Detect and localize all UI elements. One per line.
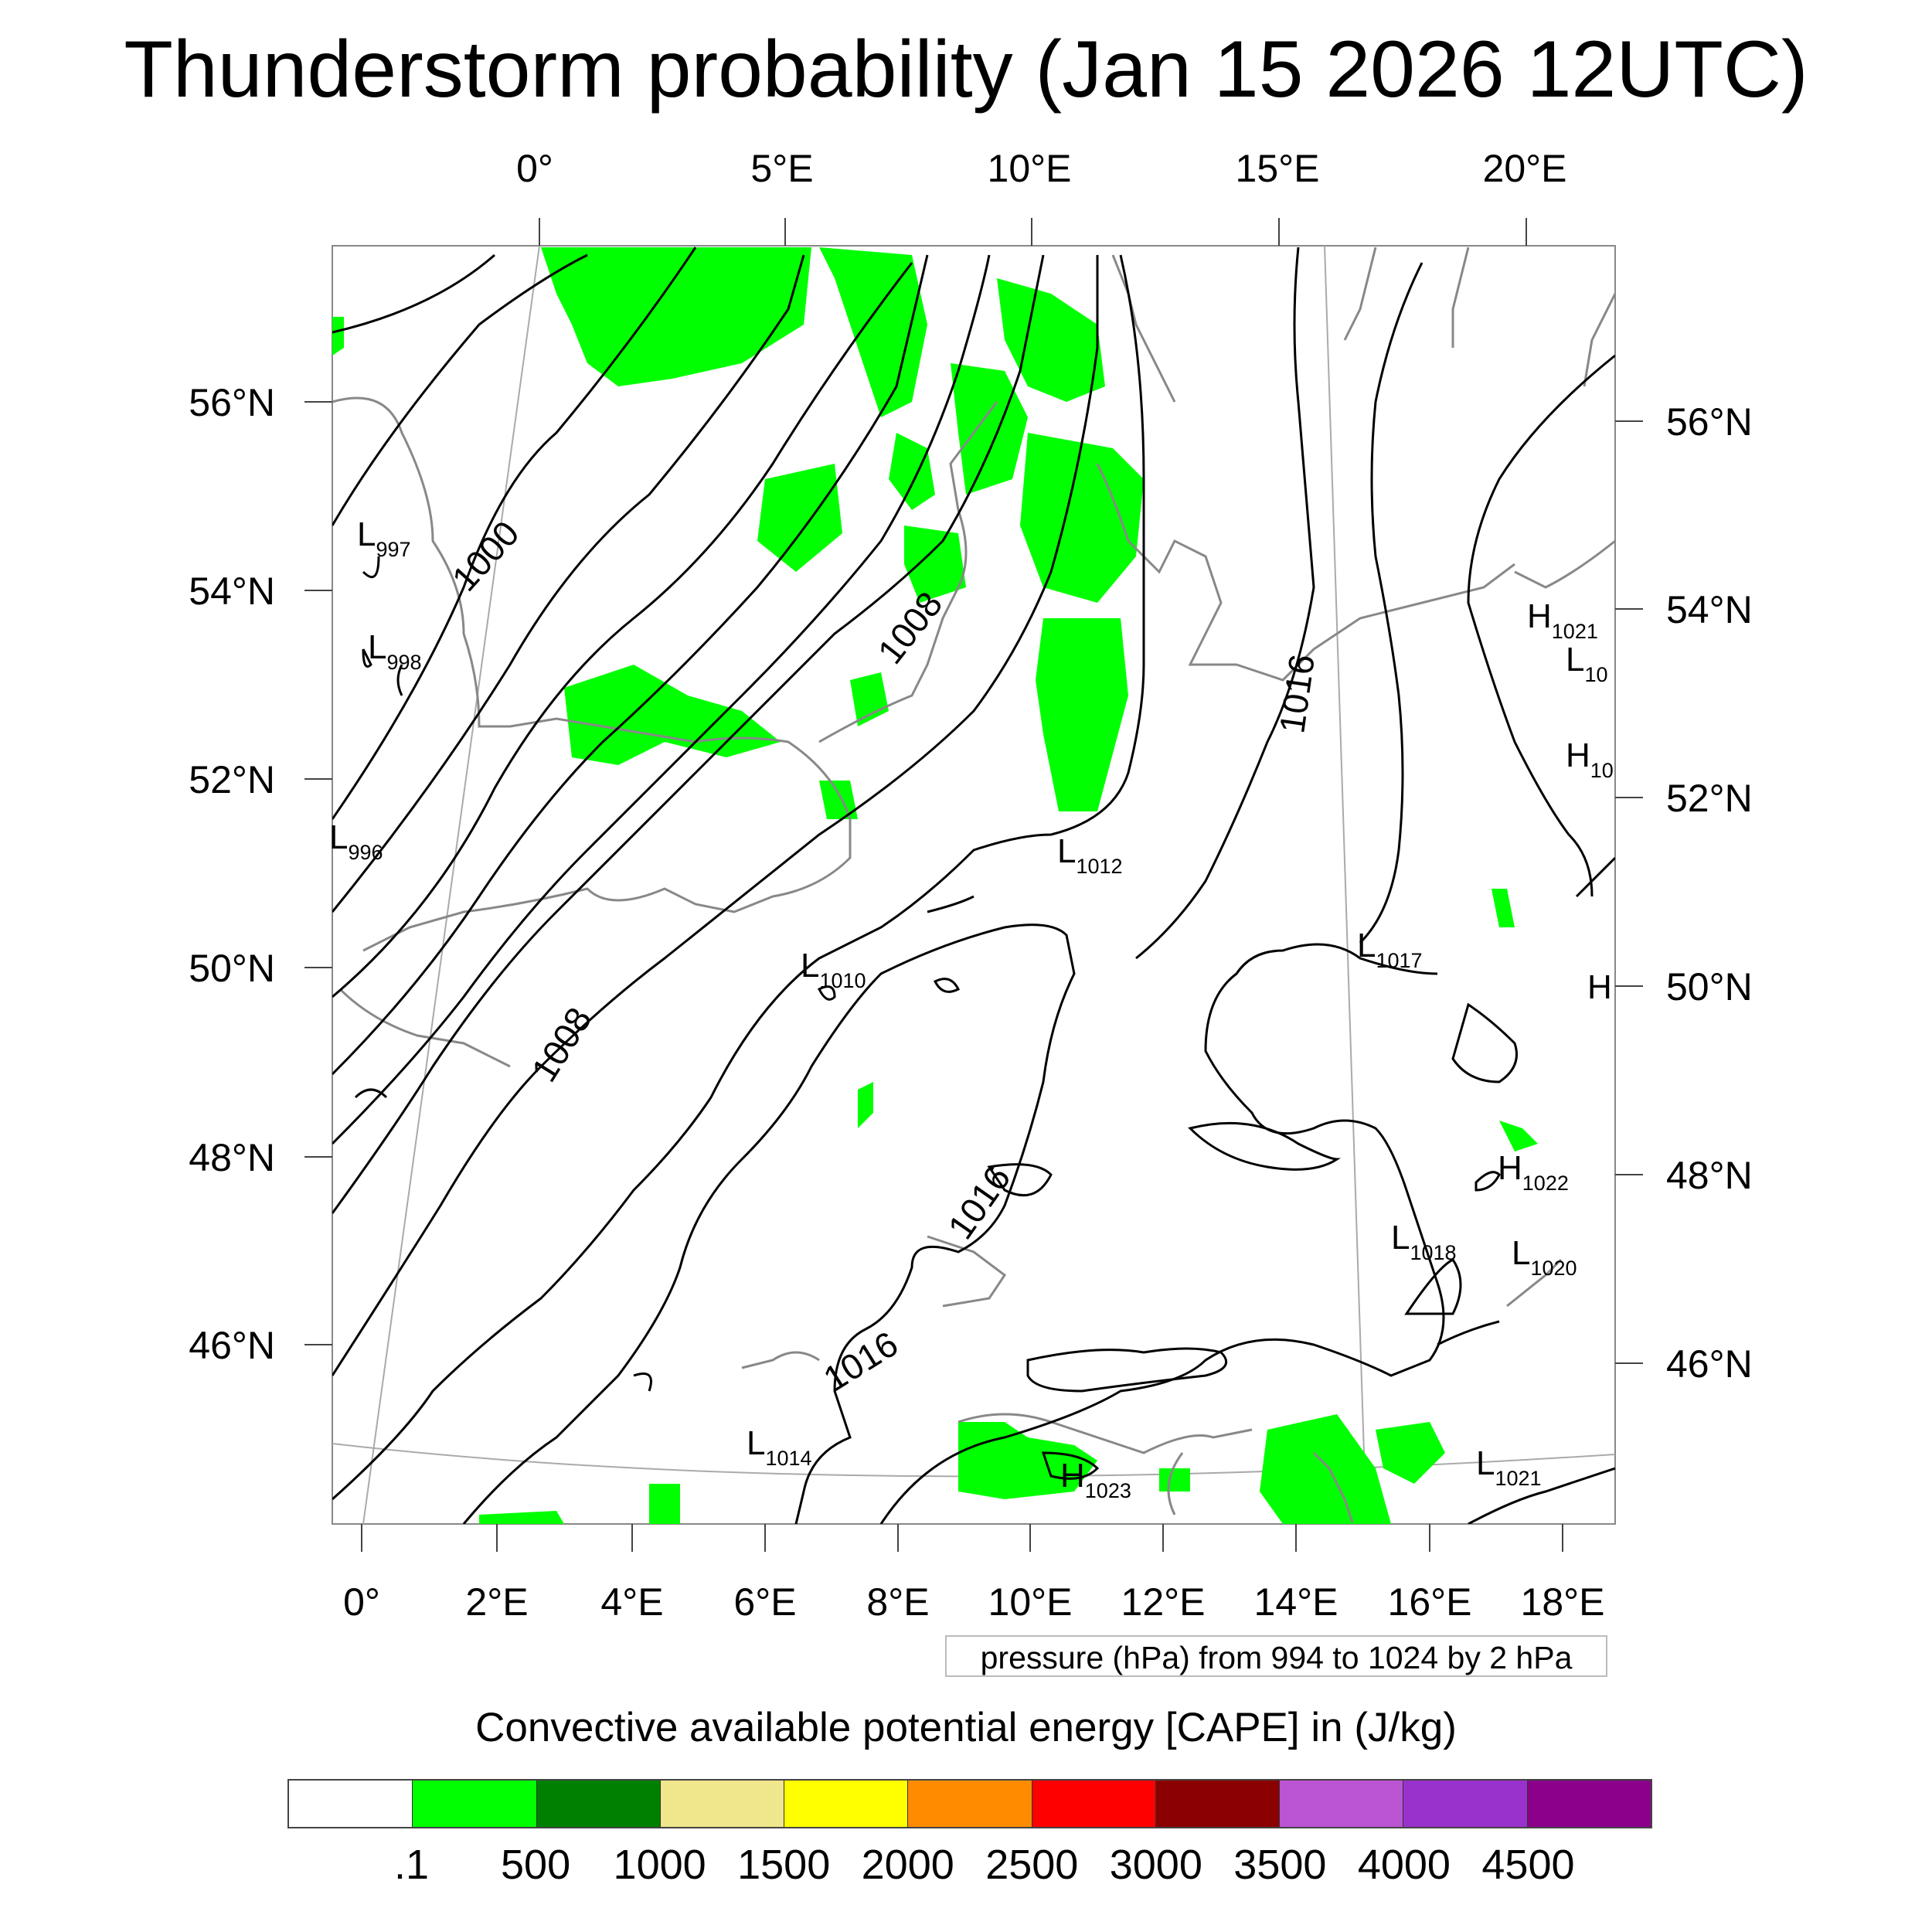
bottom-lon-label: 16°E <box>1388 1580 1472 1624</box>
right-lat-label: 56°N <box>1666 400 1753 444</box>
colorbar-label: 3000 <box>1109 1842 1202 1888</box>
colorbar-box <box>1280 1781 1404 1827</box>
pressure-center-label: L1018 <box>1391 1219 1457 1264</box>
left-lat-label: 46°N <box>189 1324 275 1367</box>
pressure-center-label: H1021 <box>1527 597 1598 643</box>
bottom-lon-label: 18°E <box>1521 1580 1605 1624</box>
colorbar-label: 1500 <box>737 1842 831 1888</box>
colorbar-label: 2500 <box>985 1842 1079 1888</box>
top-lon-label: 15°E <box>1236 147 1320 190</box>
colorbar-label: 4000 <box>1357 1842 1451 1888</box>
cape-areas <box>332 247 1538 1524</box>
left-lat-label: 50°N <box>189 947 275 990</box>
right-lat-label: 50°N <box>1666 965 1753 1009</box>
pressure-center-label: H1022 <box>1498 1149 1569 1195</box>
pressure-center-label: H1023 <box>1060 1457 1131 1502</box>
left-lat-label: 52°N <box>189 758 275 801</box>
bottom-lon-label: 4°E <box>600 1580 663 1624</box>
colorbar-box <box>1032 1781 1156 1827</box>
bottom-lon-label: 2°E <box>465 1580 528 1624</box>
colorbar-labels: .1 500 1000 1500 2000 2500 3000 3500 400… <box>0 1838 1932 1892</box>
colorbar-box <box>1155 1781 1281 1827</box>
pressure-center-label: L1014 <box>747 1424 812 1470</box>
pressure-center-label: L996 <box>329 818 383 864</box>
colorbar-label: 1000 <box>613 1842 706 1888</box>
colorbar-label: 4500 <box>1481 1842 1575 1888</box>
colorbar-box <box>536 1781 661 1827</box>
bottom-lon-label: 0° <box>343 1580 380 1624</box>
top-lon-label: 10°E <box>988 147 1072 190</box>
pressure-center-label: L997 <box>357 515 411 561</box>
right-lat-label: 52°N <box>1666 777 1753 820</box>
bottom-lon-label: 8°E <box>866 1580 929 1624</box>
colorbar-box <box>660 1781 785 1827</box>
pressure-center-label: H10 <box>1566 736 1614 782</box>
colorbar-title: Convective available potential energy [C… <box>475 1705 1457 1750</box>
colorbar-box <box>908 1781 1032 1827</box>
isobars <box>332 247 1615 1524</box>
bottom-lon-label: 14°E <box>1254 1580 1338 1624</box>
top-lon-label: 0° <box>516 147 553 190</box>
top-lon-label: 20°E <box>1483 147 1567 190</box>
isobar-caption: pressure (hPa) from 994 to 1024 by 2 hPa <box>945 1635 1607 1677</box>
pressure-center-label: L1012 <box>1057 832 1123 878</box>
bottom-lon-label: 10°E <box>988 1580 1073 1624</box>
right-lat-label: 54°N <box>1666 588 1753 631</box>
pressure-center-label: L1017 <box>1357 927 1423 972</box>
pressure-center-label: L998 <box>368 628 422 674</box>
bottom-lon-label: 6°E <box>733 1580 796 1624</box>
chart-title: Thunderstorm probability (Jan 15 2026 12… <box>124 25 1808 114</box>
pressure-center-label: L10 <box>1566 641 1608 686</box>
pressure-center-label: L1021 <box>1476 1444 1542 1490</box>
left-lat-label: 48°N <box>189 1136 275 1179</box>
left-lat-label: 56°N <box>189 381 275 424</box>
left-lat-label: 54°N <box>189 570 275 613</box>
right-lat-label: 48°N <box>1666 1154 1753 1197</box>
colorbar-box <box>1403 1781 1528 1827</box>
colorbar-label: .1 <box>394 1842 430 1888</box>
colorbar-label: 3500 <box>1233 1842 1327 1888</box>
colorbar-box <box>784 1781 909 1827</box>
colorbar-box <box>289 1781 413 1827</box>
pressure-center-label: L1020 <box>1512 1234 1577 1280</box>
colorbar-box <box>413 1781 537 1827</box>
colorbar-box <box>1527 1781 1651 1827</box>
colorbar-label: 2000 <box>861 1842 954 1888</box>
colorbar-label: 500 <box>501 1842 571 1888</box>
pressure-center-label: H <box>1587 968 1612 1006</box>
pressure-center-label: L1010 <box>801 947 866 992</box>
right-lat-label: 46°N <box>1666 1342 1753 1386</box>
top-lon-label: 5°E <box>750 147 813 190</box>
tick-marks <box>304 218 1643 1552</box>
colorbar <box>287 1779 1652 1828</box>
bottom-lon-label: 12°E <box>1121 1580 1206 1624</box>
